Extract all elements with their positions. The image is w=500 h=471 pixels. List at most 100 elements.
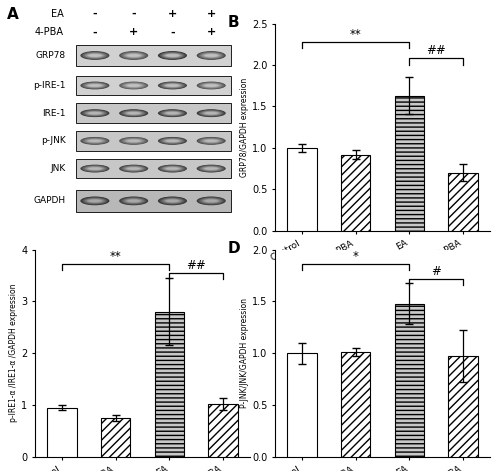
Bar	[448, 173, 478, 231]
Ellipse shape	[120, 51, 147, 59]
Ellipse shape	[162, 138, 184, 144]
Ellipse shape	[88, 199, 102, 203]
Ellipse shape	[122, 83, 144, 88]
Ellipse shape	[166, 200, 179, 202]
Ellipse shape	[164, 199, 181, 203]
Ellipse shape	[204, 139, 219, 142]
Ellipse shape	[162, 198, 184, 204]
Ellipse shape	[198, 51, 224, 59]
Ellipse shape	[80, 165, 110, 172]
Ellipse shape	[88, 167, 102, 170]
Ellipse shape	[196, 51, 226, 60]
Ellipse shape	[80, 81, 110, 89]
Ellipse shape	[196, 81, 226, 89]
Ellipse shape	[162, 83, 182, 88]
Ellipse shape	[120, 82, 147, 89]
Ellipse shape	[82, 82, 107, 89]
Ellipse shape	[88, 112, 102, 115]
Ellipse shape	[165, 54, 180, 57]
Ellipse shape	[88, 167, 102, 170]
Ellipse shape	[84, 166, 106, 171]
Bar	[287, 148, 316, 231]
Ellipse shape	[199, 110, 224, 116]
Ellipse shape	[122, 166, 144, 171]
Text: -: -	[132, 9, 136, 19]
Ellipse shape	[204, 199, 219, 203]
Ellipse shape	[126, 84, 141, 87]
Ellipse shape	[205, 140, 218, 142]
Ellipse shape	[120, 197, 147, 205]
Ellipse shape	[124, 53, 144, 58]
Y-axis label: GRP78/GAPDH expression: GRP78/GAPDH expression	[240, 78, 249, 177]
Ellipse shape	[126, 139, 141, 142]
Ellipse shape	[122, 197, 146, 204]
Ellipse shape	[119, 165, 148, 172]
Bar	[208, 404, 238, 457]
Text: +: +	[206, 27, 216, 37]
Ellipse shape	[199, 52, 224, 59]
Ellipse shape	[84, 198, 106, 204]
Text: 4-PBA: 4-PBA	[35, 27, 64, 37]
Ellipse shape	[162, 52, 184, 58]
Ellipse shape	[205, 200, 218, 202]
Ellipse shape	[85, 166, 105, 171]
Ellipse shape	[86, 53, 104, 57]
Bar	[76, 190, 231, 212]
Ellipse shape	[128, 167, 140, 170]
Ellipse shape	[165, 167, 180, 170]
Ellipse shape	[85, 111, 105, 115]
Ellipse shape	[88, 140, 102, 142]
Ellipse shape	[82, 165, 108, 172]
Ellipse shape	[82, 197, 107, 204]
Ellipse shape	[159, 82, 186, 89]
Ellipse shape	[80, 51, 110, 60]
Ellipse shape	[198, 82, 224, 89]
Bar	[394, 303, 424, 457]
Ellipse shape	[200, 138, 222, 144]
Ellipse shape	[159, 197, 186, 205]
Ellipse shape	[86, 83, 104, 88]
Ellipse shape	[198, 110, 224, 117]
Ellipse shape	[162, 166, 184, 171]
Ellipse shape	[196, 137, 226, 145]
Ellipse shape	[88, 84, 102, 87]
Ellipse shape	[199, 138, 224, 144]
Ellipse shape	[122, 138, 144, 144]
Bar	[76, 45, 231, 66]
Ellipse shape	[128, 84, 140, 87]
Ellipse shape	[88, 139, 102, 142]
Bar	[76, 103, 231, 123]
Ellipse shape	[122, 138, 146, 144]
Bar	[76, 76, 231, 95]
Ellipse shape	[196, 165, 226, 172]
Ellipse shape	[124, 83, 144, 88]
Ellipse shape	[122, 110, 146, 116]
Text: p-JNK: p-JNK	[42, 137, 66, 146]
Ellipse shape	[124, 166, 144, 171]
Text: A: A	[8, 7, 19, 22]
Ellipse shape	[124, 111, 144, 115]
Ellipse shape	[198, 165, 224, 172]
Ellipse shape	[119, 51, 148, 60]
Ellipse shape	[162, 110, 184, 116]
Ellipse shape	[122, 52, 144, 58]
Ellipse shape	[84, 52, 106, 58]
Ellipse shape	[158, 165, 187, 172]
Text: #: #	[432, 265, 441, 277]
Ellipse shape	[88, 54, 102, 57]
Ellipse shape	[124, 198, 144, 203]
Ellipse shape	[128, 112, 140, 114]
Ellipse shape	[164, 53, 181, 57]
Text: GRP78: GRP78	[36, 51, 66, 60]
Ellipse shape	[198, 138, 224, 145]
Ellipse shape	[125, 111, 142, 115]
Text: **: **	[110, 250, 122, 263]
Y-axis label: P-JNK/JNK/GAPDH expression: P-JNK/JNK/GAPDH expression	[240, 298, 249, 408]
Text: -: -	[92, 9, 97, 19]
Ellipse shape	[202, 139, 220, 143]
Ellipse shape	[88, 84, 102, 87]
Ellipse shape	[82, 52, 107, 59]
Ellipse shape	[202, 83, 221, 88]
Ellipse shape	[204, 54, 219, 57]
Ellipse shape	[84, 138, 106, 144]
